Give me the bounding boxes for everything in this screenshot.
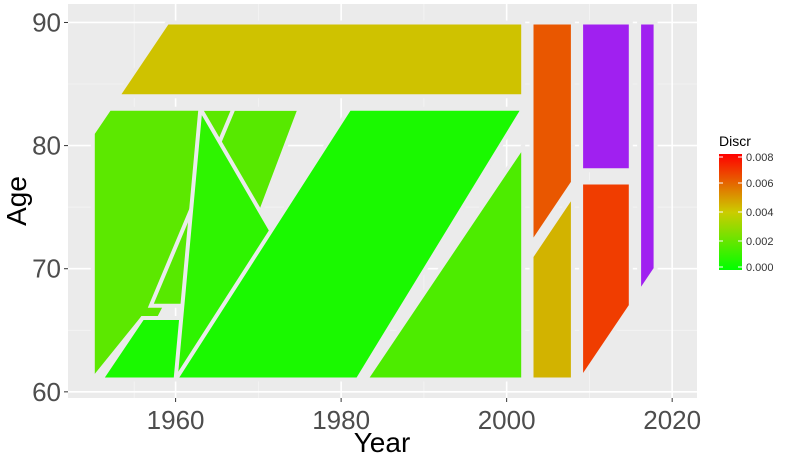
legend: Discr 0.000 0.002 0.004 0.006 0.008	[719, 133, 774, 274]
legend-ticks: 0.000 0.002 0.004 0.006 0.008	[719, 152, 774, 274]
y-tick-label: 90	[32, 7, 61, 37]
y-tick-label: 70	[32, 254, 61, 284]
x-tick-label: 2000	[478, 405, 536, 435]
tiles	[90, 20, 658, 387]
tile-10	[579, 20, 633, 173]
tile-5	[171, 106, 527, 382]
x-ticks: 1960 1980 2000 2020	[147, 398, 701, 435]
tile-7	[529, 20, 575, 251]
legend-tick-label: 0.004	[746, 207, 774, 219]
legend-tick-label: 0.000	[746, 262, 774, 274]
tile-6	[362, 139, 526, 382]
legend-tick-label: 0.008	[746, 152, 774, 164]
tile-0	[113, 20, 526, 99]
x-tick-label: 2020	[643, 405, 701, 435]
legend-tick-label: 0.002	[746, 236, 774, 248]
x-tick-label: 1960	[147, 405, 205, 435]
x-axis-title: Year	[354, 427, 411, 458]
y-axis-title: Age	[1, 176, 32, 226]
legend-title: Discr	[719, 133, 751, 149]
x-tick-label: 1980	[312, 405, 370, 435]
y-ticks: 60 70 80 90	[32, 7, 68, 407]
tile-9	[579, 180, 633, 387]
tile-11	[637, 20, 658, 300]
y-tick-label: 60	[32, 377, 61, 407]
tile-8	[529, 188, 575, 382]
legend-colorbar	[719, 154, 742, 270]
y-tick-label: 80	[32, 131, 61, 161]
legend-tick-label: 0.006	[746, 178, 774, 190]
